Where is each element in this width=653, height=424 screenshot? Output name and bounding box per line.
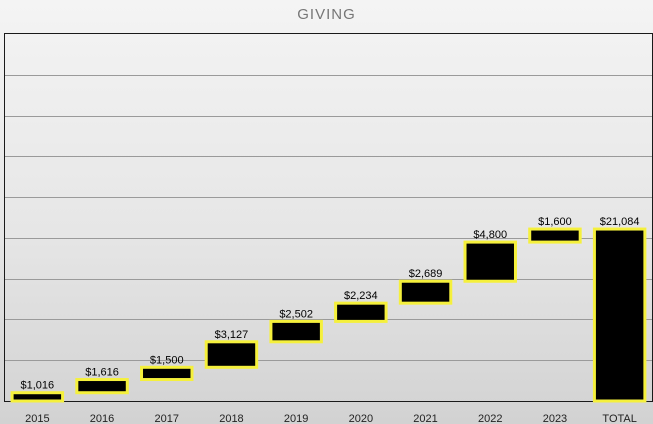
bar-2015	[10, 391, 65, 403]
data-labels: $1,016 $1,616 $1,500 $3,127 $2,502 $2,234 $2,6…	[21, 216, 640, 392]
bar-2021	[398, 279, 453, 305]
x-tick-2015: 2015	[25, 413, 49, 424]
x-tick-total: TOTAL	[602, 413, 636, 424]
bar-2017	[140, 365, 194, 382]
x-axis-tick-labels: 2015 2016 2017 2018 2019 2020 2021 2022 2023 TOTA…	[25, 413, 637, 424]
data-label-2016: $1,616	[85, 367, 119, 379]
x-tick-2020: 2020	[349, 413, 373, 424]
data-label-total: $21,084	[600, 216, 640, 228]
data-label-2017: $1,500	[150, 354, 184, 366]
x-tick-2017: 2017	[155, 413, 179, 424]
chart-title: GIVING	[297, 6, 356, 23]
bar-total	[592, 227, 647, 403]
gridlines	[5, 75, 652, 361]
bar-2018	[204, 340, 259, 369]
x-tick-2023: 2023	[543, 413, 567, 424]
x-tick-2022: 2022	[478, 413, 502, 424]
bars	[10, 227, 647, 403]
bar-2023	[528, 227, 582, 244]
data-label-2022: $4,800	[473, 229, 507, 241]
bar-2020	[334, 301, 388, 323]
data-label-2023: $1,600	[538, 216, 572, 228]
data-label-2020: $2,234	[344, 290, 378, 302]
bar-2022	[463, 240, 517, 283]
data-label-2018: $3,127	[215, 329, 249, 341]
data-label-2021: $2,689	[409, 268, 443, 280]
data-label-2015: $1,016	[21, 380, 55, 392]
x-tick-2021: 2021	[413, 413, 437, 424]
bar-2016	[75, 378, 129, 395]
x-tick-2018: 2018	[219, 413, 243, 424]
bar-2019	[269, 319, 323, 344]
x-tick-2016: 2016	[90, 413, 114, 424]
data-label-2019: $2,502	[279, 308, 313, 320]
x-tick-2019: 2019	[284, 413, 308, 424]
